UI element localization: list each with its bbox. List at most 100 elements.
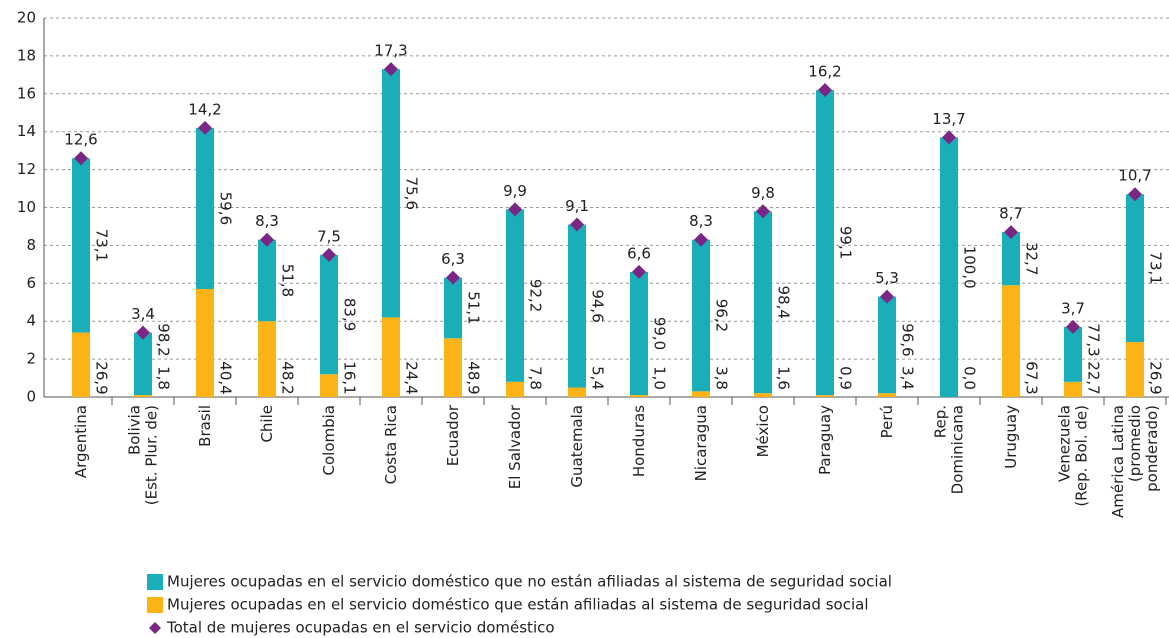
x-tick-label-line: Uruguay <box>1002 405 1020 469</box>
x-tick-label: Bolivia(Est. Plur. de) <box>125 405 160 505</box>
share-label: 32,7 <box>1023 242 1041 275</box>
x-tick-label-line: Ecuador <box>444 404 462 466</box>
y-tick-label: 6 <box>26 274 36 292</box>
bar-segment <box>754 211 772 394</box>
legend-label: Total de mujeres ocupadas en el servicio… <box>166 619 555 637</box>
bar-segment <box>196 288 214 397</box>
bar-segment <box>72 332 90 397</box>
share-label: 98,4 <box>775 286 793 319</box>
total-label: 16,2 <box>808 63 841 81</box>
bar-segment <box>568 387 586 397</box>
y-tick-label: 16 <box>17 84 36 102</box>
share-label: 0,0 <box>961 366 979 390</box>
x-tick-label-line: Venezuela <box>1055 405 1073 482</box>
bar-segment <box>134 332 152 396</box>
x-tick-label: Venezuela(Rep. Bol. de) <box>1055 405 1090 507</box>
x-tick-label-line: Argentina <box>72 405 90 478</box>
legend-label: Mujeres ocupadas en el servicio doméstic… <box>167 596 869 614</box>
bar-segment <box>940 137 958 397</box>
x-tick-label: Paraguay <box>816 405 834 475</box>
total-label: 7,5 <box>317 227 341 245</box>
share-label: 5,4 <box>589 366 607 390</box>
y-tick-label: 10 <box>17 198 36 216</box>
share-label: 16,1 <box>341 361 359 394</box>
x-tick-label: América Latina(promedioponderado) <box>1109 405 1161 518</box>
x-tick-label: Chile <box>258 405 276 443</box>
share-label: 3,4 <box>899 366 917 390</box>
share-label: 96,2 <box>713 299 731 332</box>
share-label: 92,2 <box>527 279 545 312</box>
legend-label: Mujeres ocupadas en el servicio doméstic… <box>167 573 892 591</box>
total-marker <box>1066 319 1080 334</box>
share-label: 73,1 <box>93 229 111 262</box>
share-label: 0,9 <box>837 366 855 390</box>
x-tick-label-line: Costa Rica <box>382 405 400 484</box>
bar-segment <box>1002 285 1020 397</box>
bar-segment <box>1126 342 1144 397</box>
total-label: 8,7 <box>999 205 1023 223</box>
y-tick-label: 12 <box>17 160 36 178</box>
bar-segment <box>320 254 338 375</box>
total-marker <box>632 264 646 279</box>
y-tick-label: 4 <box>26 312 36 330</box>
bar-segment <box>134 395 152 397</box>
total-label: 9,8 <box>751 184 775 202</box>
total-label: 9,1 <box>565 197 589 215</box>
x-tick-label: Argentina <box>72 405 90 478</box>
y-tick-label: 0 <box>26 388 36 406</box>
share-label: 67,3 <box>1023 361 1041 394</box>
x-tick-label-line: Chile <box>258 405 276 443</box>
share-label: 96,6 <box>899 323 917 356</box>
bar-segment <box>754 393 772 397</box>
total-label: 6,3 <box>441 250 465 268</box>
share-label: 75,6 <box>403 177 421 210</box>
bar-segment <box>692 239 710 392</box>
share-label: 94,6 <box>589 289 607 322</box>
x-tick-label-line: (promedio <box>1126 405 1144 482</box>
total-label: 6,6 <box>627 244 651 262</box>
total-marker <box>198 120 212 135</box>
share-label: 48,2 <box>279 361 297 394</box>
bar-segment <box>1064 381 1082 397</box>
total-label: 12,6 <box>64 131 97 149</box>
share-label: 83,9 <box>341 298 359 331</box>
y-tick-label: 18 <box>17 46 36 64</box>
share-label: 3,8 <box>713 366 731 390</box>
share-label: 100,0 <box>961 246 979 289</box>
bar-segment <box>816 90 834 396</box>
legend-marker <box>149 622 161 634</box>
share-label: 24,4 <box>403 361 421 394</box>
bar-segment <box>816 395 834 397</box>
total-label: 17,3 <box>374 42 407 60</box>
total-label: 9,9 <box>503 182 527 200</box>
total-marker <box>508 202 522 217</box>
x-tick-label-line: Brasil <box>196 405 214 447</box>
bar-segment <box>878 393 896 397</box>
total-marker <box>942 130 956 145</box>
total-label: 13,7 <box>932 110 965 128</box>
x-tick-label-line: Guatemala <box>568 405 586 488</box>
total-marker <box>322 247 336 262</box>
total-marker <box>136 325 150 340</box>
bar-segment <box>1002 232 1020 286</box>
total-marker <box>74 151 88 166</box>
total-marker <box>880 289 894 304</box>
share-label: 51,1 <box>465 291 483 324</box>
x-tick-label: Honduras <box>630 405 648 477</box>
share-label: 1,6 <box>775 366 793 390</box>
share-label: 1,0 <box>651 366 669 390</box>
share-label: 48,9 <box>465 361 483 394</box>
share-label: 51,8 <box>279 264 297 297</box>
bar-segment <box>72 158 90 333</box>
share-label: 99,1 <box>837 226 855 259</box>
total-marker <box>1128 187 1142 202</box>
share-label: 73,1 <box>1147 251 1165 284</box>
share-label: 22,7 <box>1085 361 1103 394</box>
x-tick-label: Nicaragua <box>692 405 710 481</box>
total-label: 10,7 <box>1118 167 1151 185</box>
bar-segment <box>1064 326 1082 382</box>
y-tick-label: 8 <box>26 236 36 254</box>
x-tick-label: Ecuador <box>444 404 462 466</box>
x-tick-label-line: El Salvador <box>506 404 524 489</box>
